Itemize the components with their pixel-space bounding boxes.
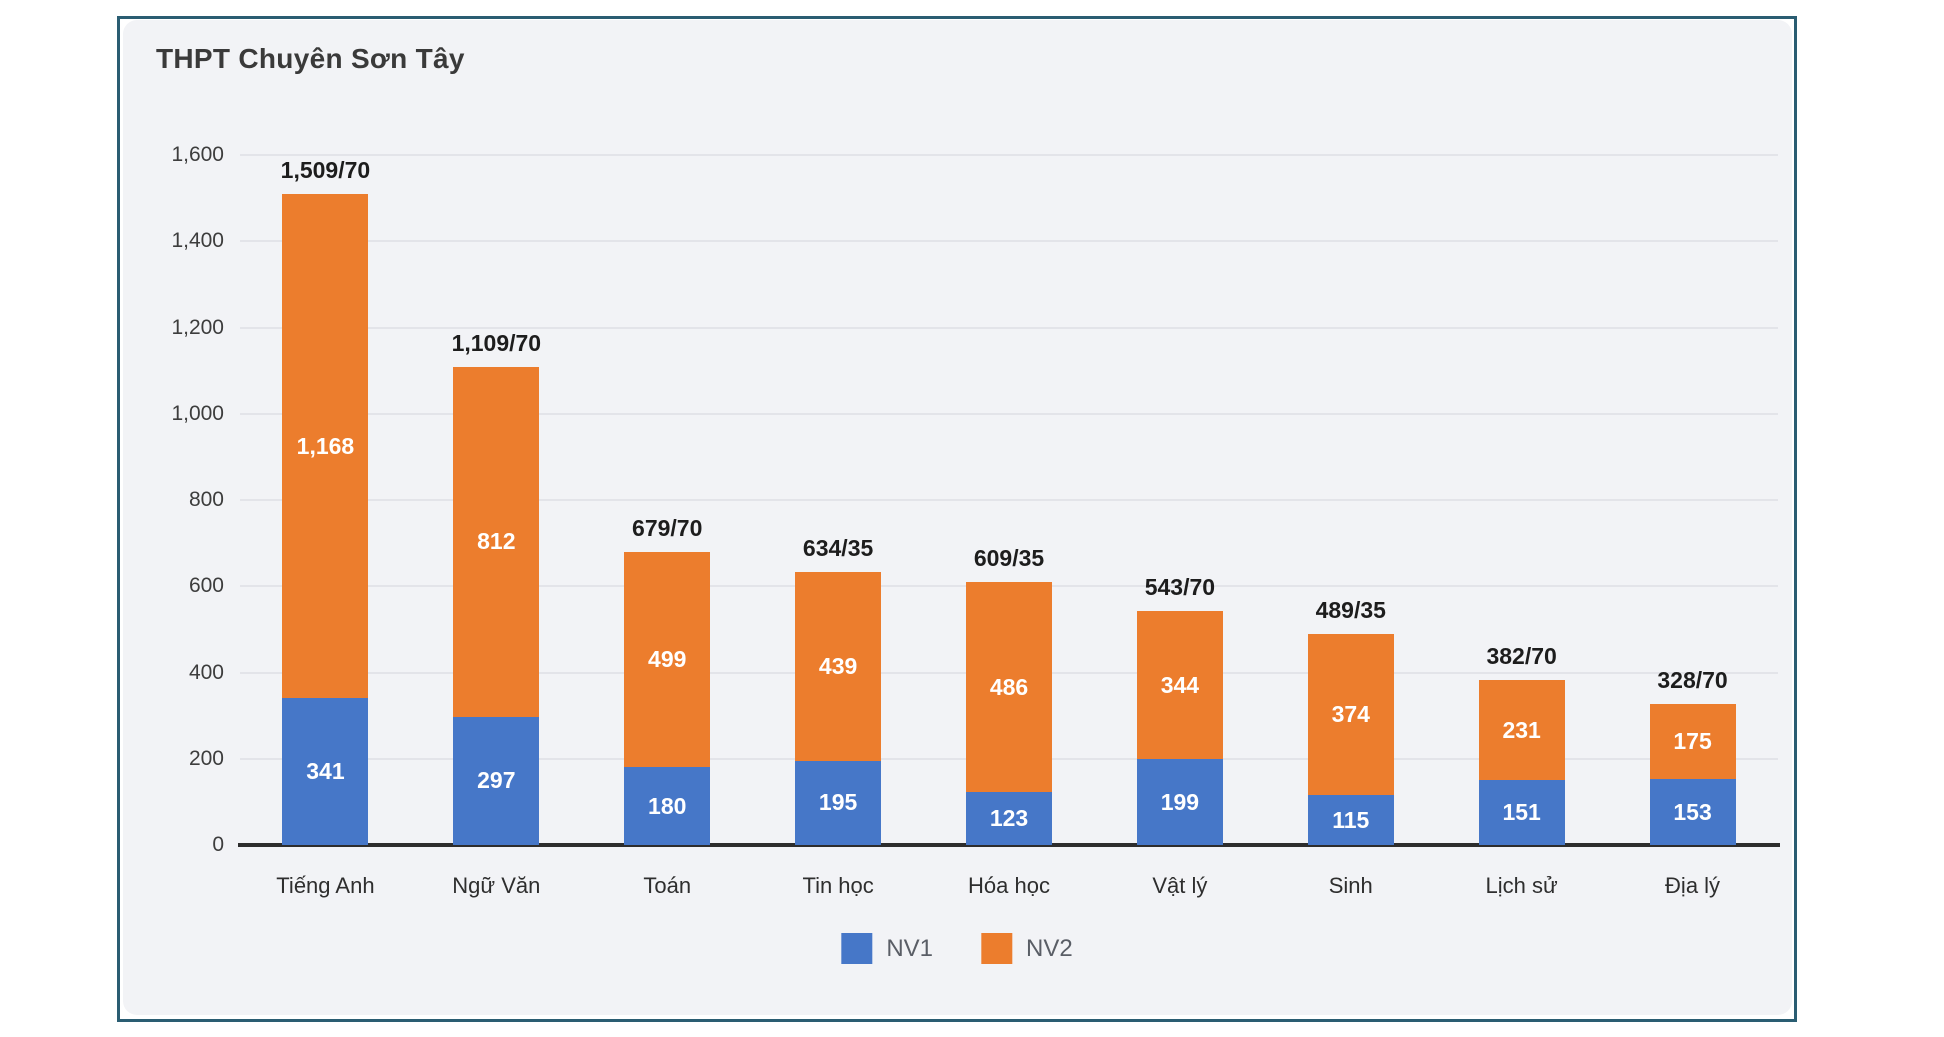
chart-card: THPT Chuyên Sơn Tây 0 200 400 600 800 1,000 1,… [117,16,1797,1022]
x-axis-baseline [238,843,1780,847]
x-axis-category-label: Toán [643,873,692,898]
y-axis-tick-label: 1,000 [171,401,224,425]
gridline [240,240,1778,243]
bar-segment-nv2-1[interactable]: 812 [453,366,540,717]
legend: NV1 NV2 [841,933,1073,964]
bar-segment-nv1-6[interactable]: 115 [1307,795,1394,845]
x-axis-category-label: Tin học [802,873,874,898]
bar-total-label: 543/70 [1144,573,1216,600]
y-axis-tick-label: 200 [188,746,224,770]
bar-segment-nv2-5[interactable]: 344 [1136,610,1223,760]
bar-segment-nv2-3[interactable]: 439 [795,571,882,761]
chart-title: THPT Chuyên Sơn Tây [156,43,465,74]
y-axis-tick-label: 0 [212,833,224,856]
bar-segment-nv1-5[interactable]: 199 [1136,759,1223,845]
bar-segment-nv2-2[interactable]: 499 [624,552,711,768]
bar-segment-nv1-4[interactable]: 123 [966,791,1052,845]
bar-total-label: 489/35 [1315,597,1386,624]
bar-segment-nv2-4[interactable]: 486 [966,582,1052,792]
x-axis-category-label: Sinh [1328,873,1373,898]
bar-segment-nv1-0[interactable]: 341 [282,697,369,845]
nv1-color-swatch [841,933,873,964]
gridline [240,412,1778,415]
chart-panel [123,20,1792,1015]
y-axis-tick-label: 600 [188,574,224,598]
x-axis-category-label: Vật lý [1152,873,1208,898]
bar-segment-nv1-1[interactable]: 297 [453,716,540,845]
bar-segment-nv1-8[interactable]: 153 [1649,779,1736,845]
x-axis-category-label: Tiếng Anh [276,873,375,898]
legend-label-nv2: NV2 [1026,934,1073,962]
bar-segment-nv2-7[interactable]: 231 [1478,680,1565,780]
legend-item-nv1[interactable]: NV1 [841,933,933,964]
bar-total-label: 1,109/70 [451,329,542,356]
nv2-color-swatch [981,933,1012,964]
x-axis-category-label: Ngữ Văn [452,873,541,898]
gridline [240,499,1778,501]
bar-segment-nv2-8[interactable]: 175 [1649,703,1736,780]
bar-total-label: 634/35 [802,534,874,561]
bar-total-label: 609/35 [973,545,1045,572]
gridline [240,154,1778,156]
y-axis-tick-label: 1,400 [171,229,224,253]
legend-item-nv2[interactable]: NV2 [981,933,1073,964]
bar-segment-nv1-2[interactable]: 180 [624,767,711,845]
bar-total-label: 679/70 [632,515,703,542]
bar-total-label: 1,509/70 [280,157,371,184]
bar-segment-nv1-3[interactable]: 195 [795,760,882,845]
plot-area: 0 200 400 600 800 1,000 1,200 1,400 1,600 341 1,16… [171,143,1780,898]
bar-total-label: 382/70 [1486,643,1557,670]
x-axis-category-label: Lịch sử [1485,873,1558,898]
bar-segment-nv2-6[interactable]: 374 [1307,634,1394,796]
x-axis-category-label: Hóa học [968,873,1050,898]
legend-label-nv1: NV1 [886,934,933,962]
gridline [240,326,1778,329]
y-axis-tick-label: 800 [188,488,224,511]
bar-total-label: 328/70 [1657,666,1728,693]
x-axis-category-label: Địa lý [1665,873,1721,898]
y-axis-tick-label: 400 [188,660,224,684]
y-axis-tick-label: 1,600 [171,143,224,166]
bar-segment-nv2-0[interactable]: 1,168 [282,194,369,698]
y-axis-tick-label: 1,200 [171,315,224,339]
bar-segment-nv1-7[interactable]: 151 [1478,779,1565,845]
